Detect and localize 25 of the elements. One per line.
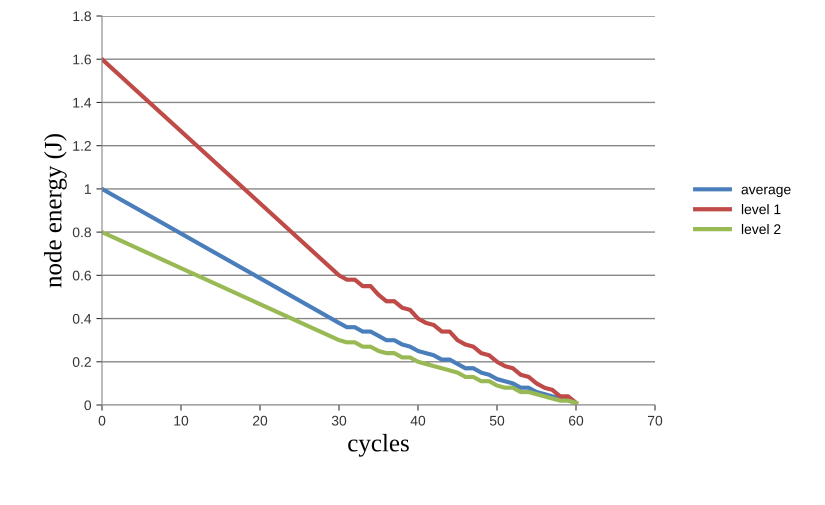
line-series [102,57,578,405]
x-tick-label: 40 [410,416,426,426]
y-tick-label: 0.2 [72,357,91,367]
y-tick-label: 0.4 [72,314,92,324]
y-axis-title: node energy (J) [44,134,67,288]
y-tick-label: 1.4 [73,98,92,108]
legend-label: level 1 [742,204,780,214]
y-tick-label: 1 [84,184,91,194]
x-axis-title: cycles [348,434,409,457]
x-tick-label: 10 [174,416,188,426]
x-tick-label: 0 [98,416,106,426]
x-tick-label: 60 [568,416,584,426]
x-tick-label: 50 [490,416,504,426]
y-tick-label: 0 [84,400,92,410]
y-tick-label: 0.6 [72,270,91,281]
y-tick-label: 1.2 [73,141,91,151]
x-tick-label: 20 [252,416,268,426]
x-tick-label: 70 [648,416,662,426]
y-tick-label: 0.8 [72,227,91,238]
legend-label: level 2 [742,224,780,234]
y-tick-label: 1.6 [73,54,91,64]
line-series [102,230,578,405]
x-tick-label: 30 [332,416,346,426]
legend-label: average [742,186,791,198]
y-tick-label: 1.8 [73,11,91,22]
